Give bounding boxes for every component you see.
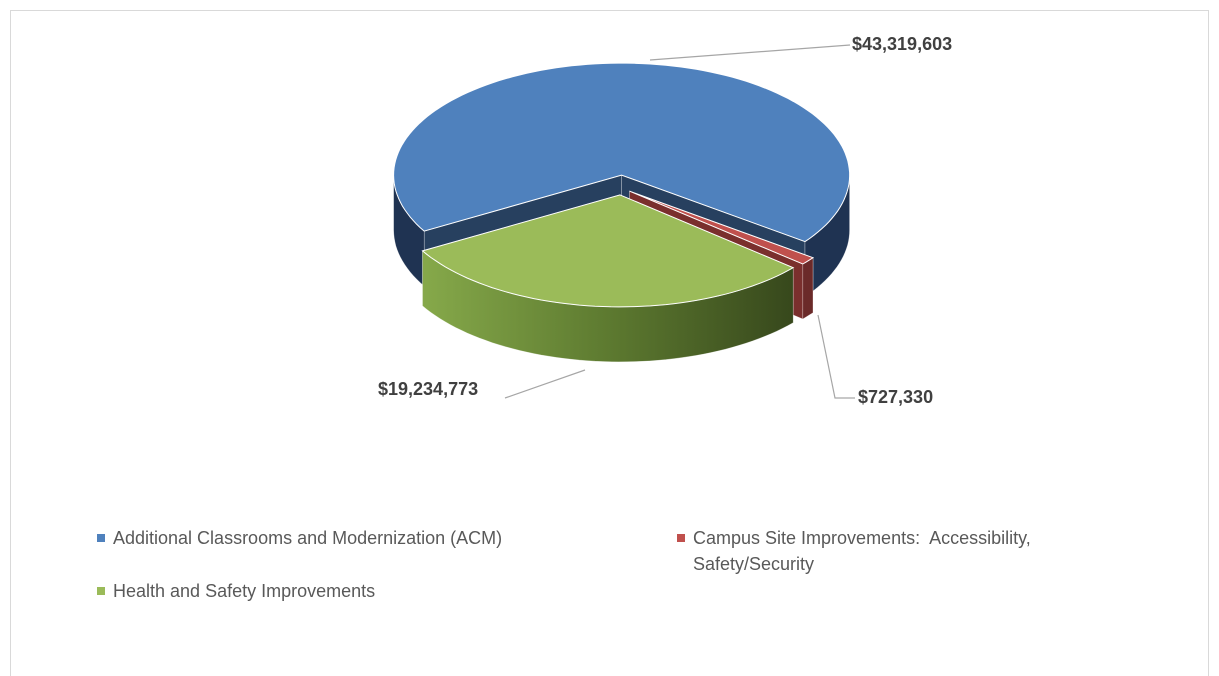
legend-label: Additional Classrooms and Modernization …: [113, 528, 503, 548]
legend-label: Health and Safety Improvements: [113, 581, 376, 601]
legend-swatch: [677, 534, 685, 542]
legend-item: Campus Site Improvements: Accessibility,…: [677, 525, 1137, 577]
legend-swatch: [97, 534, 105, 542]
leader-line: [649, 44, 851, 61]
data-label: $727,330: [858, 387, 933, 407]
data-label: $19,234,773: [378, 379, 478, 399]
data-label: $43,319,603: [852, 34, 952, 54]
leader-line: [817, 314, 855, 399]
legend-swatch: [97, 587, 105, 595]
legend-item: Additional Classrooms and Modernization …: [97, 525, 617, 551]
chart-border: [10, 10, 1209, 676]
legend-label: Campus Site Improvements: Accessibility,…: [693, 528, 1036, 574]
slice-top: [629, 190, 815, 265]
leader-line: [504, 369, 586, 399]
legend-item: Health and Safety Improvements: [97, 578, 617, 604]
slice-side: [802, 257, 814, 320]
slice-top: [421, 194, 795, 308]
slice-top: [393, 62, 851, 243]
